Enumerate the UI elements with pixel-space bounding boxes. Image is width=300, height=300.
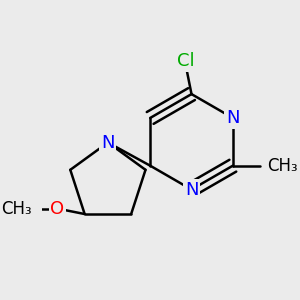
Text: CH₃: CH₃	[267, 157, 298, 175]
Text: N: N	[101, 134, 115, 152]
Text: N: N	[185, 181, 198, 199]
Text: Cl: Cl	[177, 52, 195, 70]
Text: N: N	[226, 109, 240, 127]
Text: O: O	[50, 200, 64, 217]
Text: CH₃: CH₃	[1, 200, 31, 217]
